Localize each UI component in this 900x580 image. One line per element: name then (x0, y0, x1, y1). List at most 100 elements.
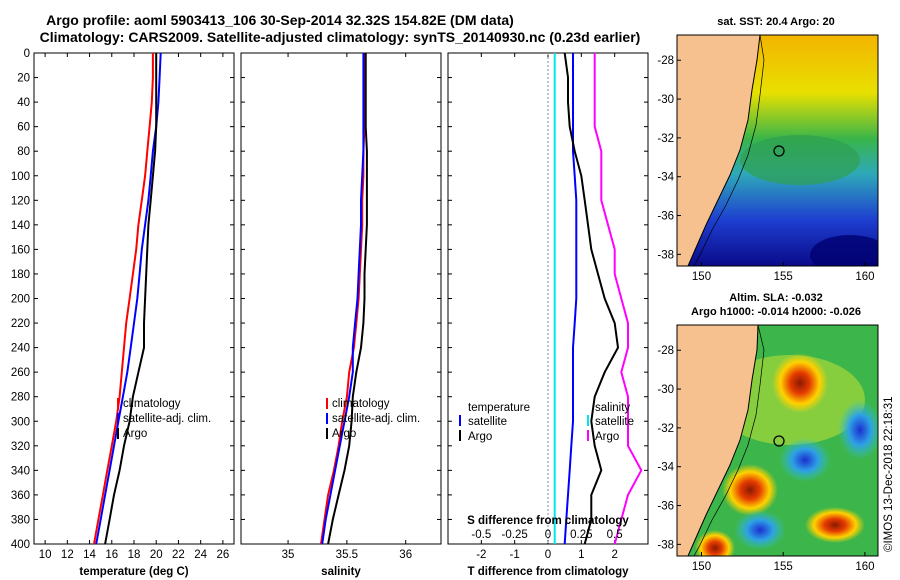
x-tick-label: 1 (578, 549, 584, 561)
y-tick-label: 0 (24, 48, 30, 60)
sst-map-frame (676, 34, 879, 267)
y-tick-label: 100 (11, 171, 30, 183)
legend-label: satellite-adj. clim. (332, 413, 420, 425)
map-y-tick-label: -36 (657, 211, 674, 223)
sst-isobath (693, 35, 765, 266)
legend-label: climatology (332, 398, 390, 410)
map-y-tick-label: -32 (657, 133, 674, 145)
series-line (563, 53, 578, 545)
legend-title: temperature (468, 402, 530, 414)
legend-label: satellite (595, 416, 634, 428)
x-axis-label: temperature (deg C) (79, 566, 188, 578)
x-tick-label-s: 0.25 (570, 529, 592, 541)
sla-map-title: Altim. SLA: -0.032 (729, 292, 823, 304)
series-line (104, 53, 158, 545)
y-tick-label: 260 (11, 367, 30, 379)
sla-high-eddy (695, 530, 735, 556)
figure-title-line1: Argo profile: aoml 5903413_106 30-Sep-20… (46, 12, 514, 28)
sst-argo-position (773, 145, 785, 157)
map-y-tick-label: -38 (657, 539, 674, 551)
y-tick-label: 320 (11, 441, 30, 453)
y-tick-label: 80 (17, 146, 30, 158)
credit-text: ©IMOS 13-Dec-2018 22:18:31 (883, 396, 895, 552)
x-tick-label: 36 (399, 549, 412, 561)
series-line (321, 53, 365, 545)
x-tick-label-s: -0.25 (502, 529, 528, 541)
map-y-tick-label: -30 (657, 384, 674, 396)
map-y-tick-label: -30 (657, 94, 674, 106)
y-tick-label: 20 (17, 73, 30, 85)
y-tick-label: 360 (11, 490, 30, 502)
y-tick-label: 300 (11, 416, 30, 428)
map-y-tick-label: -38 (657, 249, 674, 261)
x-tick-label: -1 (510, 549, 520, 561)
sst-map-title: sat. SST: 20.4 Argo: 20 (717, 16, 835, 28)
series-line (93, 53, 154, 545)
y-tick-label: 280 (11, 392, 30, 404)
x-tick-label-s: 0 (545, 529, 551, 541)
sla-argo-position (773, 435, 785, 447)
map-y-tick-label: -36 (657, 501, 674, 513)
y-tick-label: 40 (17, 97, 30, 109)
legend-label: Argo (123, 428, 147, 440)
map-y-tick-label: -28 (657, 55, 674, 67)
plot-frame (240, 52, 442, 545)
legend-title: salinity (595, 402, 630, 414)
x-axis-label-top: S difference from climatology (467, 515, 629, 527)
y-tick-label: 400 (11, 539, 30, 551)
x-tick-label: 22 (172, 549, 185, 561)
x-tick-label: 0 (545, 549, 551, 561)
map-y-tick-label: -28 (657, 345, 674, 357)
map-y-tick-label: -32 (657, 423, 674, 435)
sla-map-frame (676, 324, 879, 557)
x-tick-label: 18 (128, 549, 141, 561)
x-tick-label: 35.5 (336, 549, 358, 561)
legend-label: satellite-adj. clim. (123, 413, 211, 425)
plot-frame (33, 52, 235, 545)
figure-title-line2: Climatology: CARS2009. Satellite-adjuste… (40, 29, 641, 45)
temperature-panel: 0 20 40 60 80 100 120 140 160 180 200 220 240 260 280 3… (11, 48, 235, 578)
sla-map: Altim. SLA: -0.032 Argo h1000: -0.014 h2… (657, 292, 879, 573)
y-tick-label: 120 (11, 195, 30, 207)
x-tick-label: 26 (216, 549, 229, 561)
x-tick-label-s: -0.5 (471, 529, 491, 541)
y-tick-label: 380 (11, 514, 30, 526)
legend-label: Argo (468, 431, 492, 443)
x-tick-label: 16 (105, 549, 118, 561)
sla-coastline-land (677, 325, 759, 556)
x-tick-label: 2 (611, 549, 617, 561)
series-line (593, 53, 643, 545)
x-tick-label: 14 (83, 549, 96, 561)
map-y-tick-label: -34 (657, 462, 674, 474)
x-tick-label: 20 (150, 549, 163, 561)
sla-isobath (693, 325, 765, 556)
x-tick-label: 10 (39, 549, 52, 561)
y-tick-label: 160 (11, 244, 30, 256)
salinity-panel: 35 35.5 36 salinity climatology satellite-adj… (240, 52, 442, 578)
x-tick-label-s: 0.5 (607, 529, 623, 541)
sla-high-eddy (722, 464, 778, 516)
legend-label: climatology (123, 398, 181, 410)
sla-low-eddy (838, 400, 878, 460)
y-tick-label: 200 (11, 294, 30, 306)
x-tick-label: 35 (282, 549, 295, 561)
x-axis-label: T difference from climatology (467, 566, 629, 578)
y-tick-label: 140 (11, 220, 30, 232)
map-x-tick-label: 160 (855, 561, 874, 573)
legend-label: Argo (332, 428, 356, 440)
y-tick-label: 220 (11, 318, 30, 330)
sla-high-eddy (805, 507, 865, 543)
map-x-tick-label: 150 (692, 561, 711, 573)
x-tick-label: 24 (194, 549, 207, 561)
series-line (563, 52, 620, 545)
difference-panel: -2 -1 0 1 2 T difference from climatology temp… (447, 52, 649, 578)
y-tick-label: 240 (11, 343, 30, 355)
sla-high-eddy (772, 353, 828, 413)
map-y-tick-label: -34 (657, 172, 674, 184)
map-x-tick-label: 155 (774, 271, 793, 283)
sst-coastline-land (677, 35, 761, 266)
legend-label: Argo (595, 431, 619, 443)
y-tick-label: 60 (17, 122, 30, 134)
sst-cold-patch (810, 235, 878, 266)
